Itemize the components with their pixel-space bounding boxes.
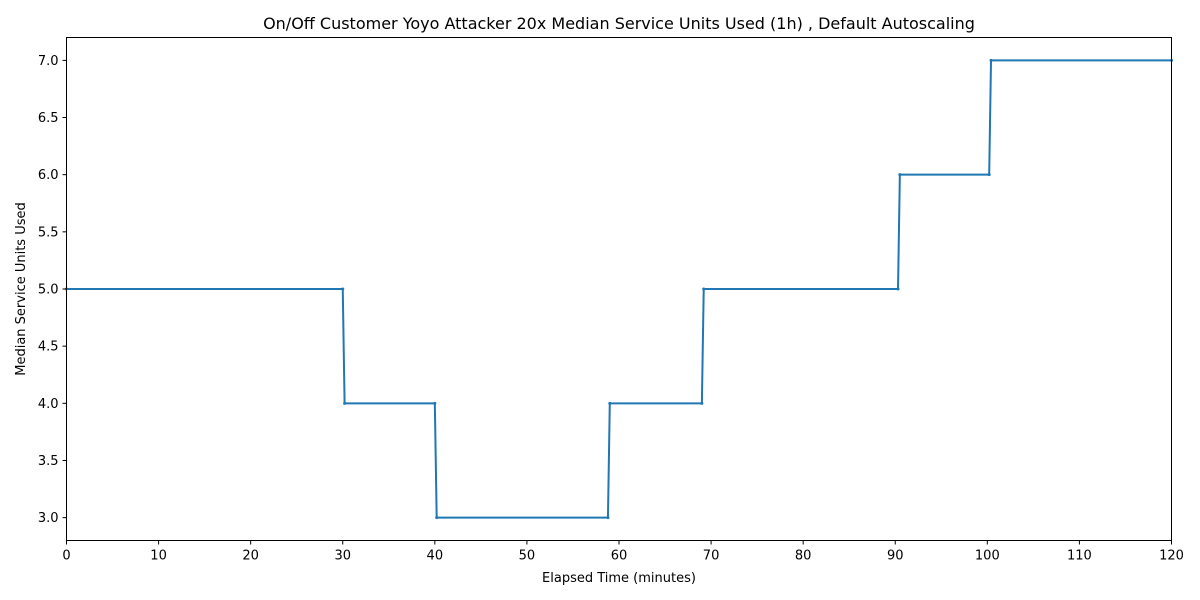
series-point [608, 401, 612, 405]
series-point [343, 401, 347, 405]
x-tick-label: 60 [611, 549, 628, 564]
plot-frame [66, 37, 1172, 541]
y-axis-label: Median Service Units Used [14, 202, 29, 376]
series-point [433, 401, 437, 405]
series-point [987, 173, 991, 177]
series-line [66, 59, 1172, 519]
y-tick-label: 3.0 [38, 511, 59, 526]
y-tick-label: 4.5 [38, 340, 59, 355]
y-tick-label: 5.5 [38, 225, 59, 240]
x-axis: 0 10 20 30 40 50 60 70 80 90 100 110 120 [62, 540, 1184, 564]
x-tick-label: 20 [242, 549, 259, 564]
x-tick-label: 80 [795, 549, 812, 564]
series-point [700, 401, 704, 405]
x-axis-label: Elapsed Time (minutes) [542, 571, 696, 586]
y-tick-label: 3.5 [38, 454, 59, 469]
y-axis: 3.0 3.5 4.0 4.5 5.0 5.5 6.0 6.5 7.0 [38, 54, 67, 526]
x-tick-label: 90 [887, 549, 904, 564]
chart-title: On/Off Customer Yoyo Attacker 20x Median… [263, 14, 975, 33]
series-point [702, 287, 706, 291]
series-point [896, 287, 900, 291]
series-point [898, 173, 902, 177]
y-tick-label: 7.0 [38, 54, 59, 69]
x-tick-label: 30 [334, 549, 351, 564]
series-point [341, 287, 345, 291]
y-tick-label: 6.5 [38, 111, 59, 126]
x-tick-label: 10 [150, 549, 167, 564]
x-tick-label: 50 [519, 549, 536, 564]
y-tick-label: 6.0 [38, 168, 59, 183]
series-point [606, 516, 610, 520]
x-tick-label: 0 [62, 549, 70, 564]
x-tick-label: 100 [975, 549, 1000, 564]
series-point [989, 58, 993, 62]
series-point [435, 516, 439, 520]
x-tick-label: 110 [1067, 549, 1092, 564]
x-tick-label: 70 [703, 549, 720, 564]
y-tick-label: 5.0 [38, 283, 59, 298]
y-tick-label: 4.0 [38, 397, 59, 412]
x-tick-label: 40 [427, 549, 444, 564]
plot-area [65, 58, 1173, 520]
x-tick-label: 120 [1159, 549, 1184, 564]
